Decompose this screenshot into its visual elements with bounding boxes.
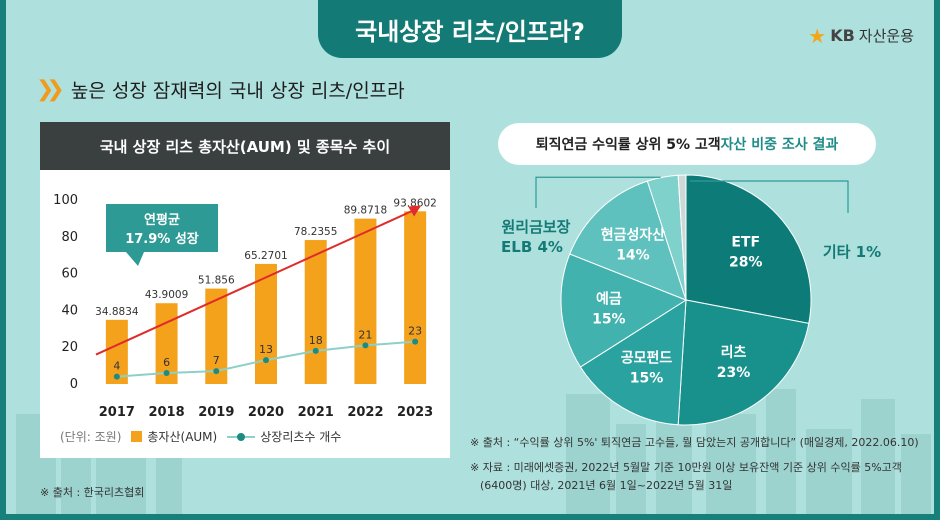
pie-slice-label: 예금	[596, 291, 622, 307]
growth-trend-arrowhead	[408, 205, 422, 217]
page-title: 국내상장 리츠/인프라?	[318, 0, 622, 58]
x-tick-label: 2022	[347, 405, 383, 420]
elb-leader-line	[535, 176, 661, 208]
legend-bar-swatch	[131, 431, 143, 442]
pie-slice-label: 현금성자산	[601, 227, 666, 244]
legend-line-swatch	[227, 432, 256, 442]
brand-kb: KB	[830, 26, 855, 45]
aum-bar	[304, 240, 327, 384]
pension-asset-pie-chart: ETF 28% 리츠 23% 공모펀드 15% 예금 15% 현금성자산 14% 원리금보장 ELB …	[501, 174, 881, 426]
reit-chart-source: ※ 출처 : 한국리츠협회	[40, 486, 145, 499]
reit-count-label: 13	[259, 343, 273, 356]
growth-callout-line2: 17.9% 성장	[125, 231, 199, 247]
pie-slice-percent: 14%	[616, 248, 650, 264]
x-tick-label: 2019	[198, 405, 234, 420]
subtitle-text: 높은 성장 잠재력의 국내 상장 리츠/인프라	[70, 80, 405, 102]
growth-callout-box	[106, 204, 218, 252]
pension-source-note: ※ 출처 : “수익률 상위 5%' 퇴직연금 고수들, 뭘 담았는지 공개합니…	[470, 436, 919, 449]
section-subtitle: ❯❯ 높은 성장 잠재력의 국내 상장 리츠/인프라	[36, 76, 405, 103]
reit-chart-heading: 국내 상장 리츠 총자산(AUM) 및 종목수 추이	[40, 122, 450, 170]
reit-count-label: 23	[408, 325, 422, 338]
pie-slice-label: 리츠	[721, 345, 747, 361]
reit-aum-chart-panel: 국내 상장 리츠 총자산(AUM) 및 종목수 추이 0 20 40 60 80 100 3…	[40, 122, 450, 458]
y-tick-label: 100	[53, 193, 78, 208]
pie-slice	[677, 174, 687, 301]
aum-bar	[404, 211, 427, 384]
reit-count-label: 18	[309, 334, 323, 347]
aum-value-label: 78.2355	[294, 226, 337, 238]
legend-unit: (단위: 조원)	[60, 430, 122, 444]
reit-count-marker	[263, 357, 269, 364]
aum-bar	[255, 263, 277, 384]
x-tick-label: 2020	[248, 405, 284, 420]
brand-name: 자산운용	[858, 27, 914, 45]
aum-value-label: 93.8602	[393, 197, 436, 209]
pension-chart-heading: 퇴직연금 수익률 상위 5% 고객 자산 비중 조사 결과	[498, 123, 876, 165]
pie-slice-percent: 15%	[592, 311, 626, 327]
y-tick-label: 20	[61, 340, 78, 355]
pension-heading-plain: 퇴직연금 수익률 상위 5% 고객	[535, 137, 721, 153]
y-tick-label: 80	[61, 230, 78, 245]
x-tick-label: 2017	[99, 405, 135, 420]
growth-trend-line	[95, 209, 414, 356]
growth-callout-line1: 연평균	[144, 212, 180, 228]
reit-count-label: 7	[213, 354, 220, 367]
pie-slice	[685, 174, 812, 325]
x-tick-label: 2021	[298, 405, 334, 420]
pie-slice-percent: 15%	[630, 371, 664, 387]
other-label: 기타 1%	[823, 243, 881, 261]
reit-count-label: 6	[163, 356, 170, 369]
reit-count-marker	[312, 347, 319, 354]
reit-chart-legend: (단위: 조원) 총자산(AUM) 상장리츠수 개수	[60, 428, 341, 445]
y-tick-label: 0	[70, 377, 78, 392]
reit-aum-chart: 0 20 40 60 80 100 34.8834 2017 43.9009 2018 51.856…	[53, 193, 437, 420]
aum-value-label: 43.9009	[145, 289, 188, 301]
aum-value-label: 89.8718	[344, 205, 387, 217]
elb-label-line2: ELB 4%	[501, 238, 563, 256]
reit-count-label: 21	[358, 328, 372, 341]
elb-label-line1: 원리금보장	[501, 218, 570, 236]
pie-slice	[560, 253, 688, 368]
aum-value-label: 34.8834	[95, 306, 139, 318]
pie-slice-label: ETF	[731, 235, 760, 251]
aum-bar	[105, 319, 128, 384]
legend-bar-label: 총자산(AUM)	[147, 430, 218, 444]
legend-count: 상장리츠수 개수	[227, 428, 341, 445]
aum-bar	[155, 303, 178, 384]
aum-bar	[205, 288, 228, 384]
y-tick-label: 60	[61, 267, 78, 282]
y-tick-label: 40	[61, 303, 78, 318]
reit-count-marker	[113, 373, 120, 380]
pie-slice-percent: 28%	[729, 255, 763, 271]
other-leader-line	[690, 180, 849, 213]
reit-count-marker	[163, 369, 170, 376]
reit-count-marker	[362, 342, 369, 349]
aum-bar	[354, 218, 377, 384]
pie-slice	[677, 299, 810, 426]
pension-data-note: ※ 자료 : 미래에셋증권, 2022년 5월말 기준 10만원 이상 보유잔액…	[470, 461, 902, 474]
x-tick-label: 2018	[148, 405, 184, 420]
reit-count-label: 4	[113, 360, 120, 373]
reit-count-marker	[412, 338, 419, 345]
aum-value-label: 51.856	[198, 275, 235, 287]
legend-line-label: 상장리츠수 개수	[260, 430, 342, 444]
growth-callout-pointer	[126, 252, 144, 266]
pie-slice-percent: 23%	[717, 365, 751, 381]
pie-slice	[579, 299, 687, 426]
pension-heading-highlight: 자산 비중 조사 결과	[720, 137, 839, 153]
legend-aum: 총자산(AUM)	[131, 428, 217, 445]
pension-data-note-2: (6400명) 대상, 2021년 6월 1일~2022년 5월 31일	[480, 479, 733, 492]
x-tick-label: 2023	[397, 405, 433, 420]
aum-value-label: 65.2701	[244, 250, 287, 262]
pie-slice-label: 공모펀드	[621, 351, 673, 367]
reit-count-marker	[213, 368, 220, 375]
kb-star-icon: ★	[808, 23, 827, 48]
brand-logo: ★ KB 자산운용	[808, 25, 914, 46]
